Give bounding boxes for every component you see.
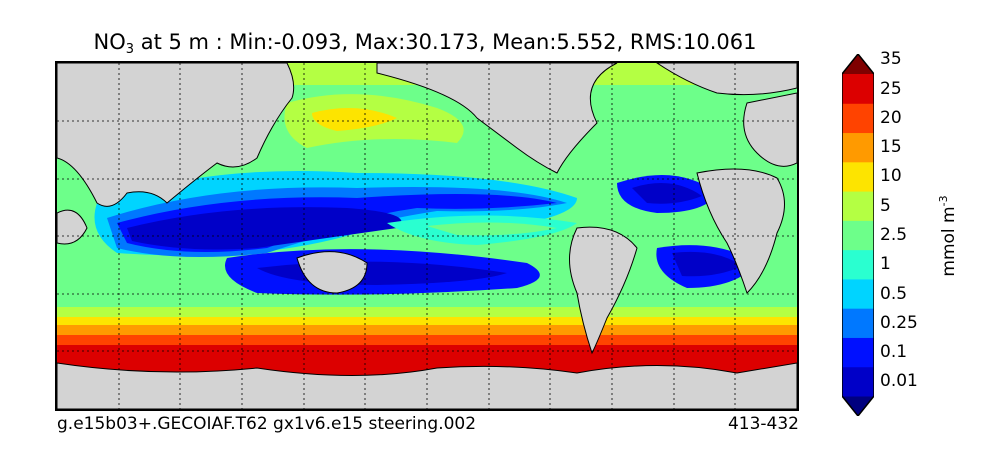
- colorbar-extend-max: [842, 54, 874, 74]
- colorbar-segment: [842, 191, 874, 221]
- colorbar-tick-label: 1: [880, 254, 891, 275]
- colorbar-segment: [842, 278, 874, 309]
- colorbar-unit-label: mmol m-3: [937, 195, 959, 277]
- colorbar: [842, 54, 874, 416]
- colorbar-extend-min: [842, 396, 874, 416]
- colorbar-tick-label: 5: [880, 195, 891, 216]
- australia: [296, 251, 368, 294]
- colorbar-tick-label: 15: [880, 137, 902, 158]
- years-label: 413-432: [727, 414, 799, 434]
- so-band-15: [57, 317, 797, 327]
- colorbar-tick-label: 35: [880, 49, 902, 70]
- natl-gyre-core: [632, 183, 702, 204]
- case-label: g.e15b03+.GECOIAF.T62 gx1v6.e15 steering…: [57, 414, 477, 434]
- colorbar-segment: [842, 161, 874, 192]
- colorbar-tick-label: 0.5: [880, 283, 908, 304]
- colorbar-tick-label: 25: [880, 78, 902, 99]
- trop-4: [127, 207, 402, 250]
- colorbar-tick-label: 20: [880, 107, 902, 128]
- satl-gyre-core: [672, 251, 742, 277]
- colorbar-segment: [842, 249, 874, 280]
- colorbar-segment: [842, 337, 874, 368]
- colorbar-tick-label: 10: [880, 166, 902, 187]
- colorbar-segment: [842, 366, 874, 397]
- north-america: [376, 63, 618, 174]
- npac-core: [312, 108, 397, 131]
- graticule: [57, 63, 797, 409]
- colorbar-tick-label: 2.5: [880, 225, 908, 245]
- eq-tongue-core: [427, 222, 557, 236]
- africa-east-edge: [57, 209, 88, 245]
- map-svg: [57, 63, 797, 409]
- south-america: [569, 226, 638, 355]
- greenland: [656, 63, 797, 96]
- colorbar-segment: [842, 132, 874, 163]
- land: [57, 63, 797, 409]
- eurasia-east: [57, 63, 295, 207]
- colorbar-tick-label: 0.25: [880, 312, 918, 333]
- colorbar-segment: [842, 74, 874, 104]
- colorbar-ticks: 0.01 0.1 0.25 0.5 1 2.5 5 10 15 20 25 35: [880, 49, 940, 416]
- colorbar-segment: [842, 308, 874, 338]
- colorbar-segment: [842, 220, 874, 251]
- colorbar-segment: [842, 103, 874, 134]
- ocean-map: [55, 61, 799, 411]
- europe: [743, 92, 797, 167]
- map-title: NO3 at 5 m : Min:-0.093, Max:30.173, Mea…: [93, 30, 757, 57]
- colorbar-tick-label: 0.01: [880, 371, 918, 392]
- colorbar-tick-label: 0.1: [880, 342, 908, 363]
